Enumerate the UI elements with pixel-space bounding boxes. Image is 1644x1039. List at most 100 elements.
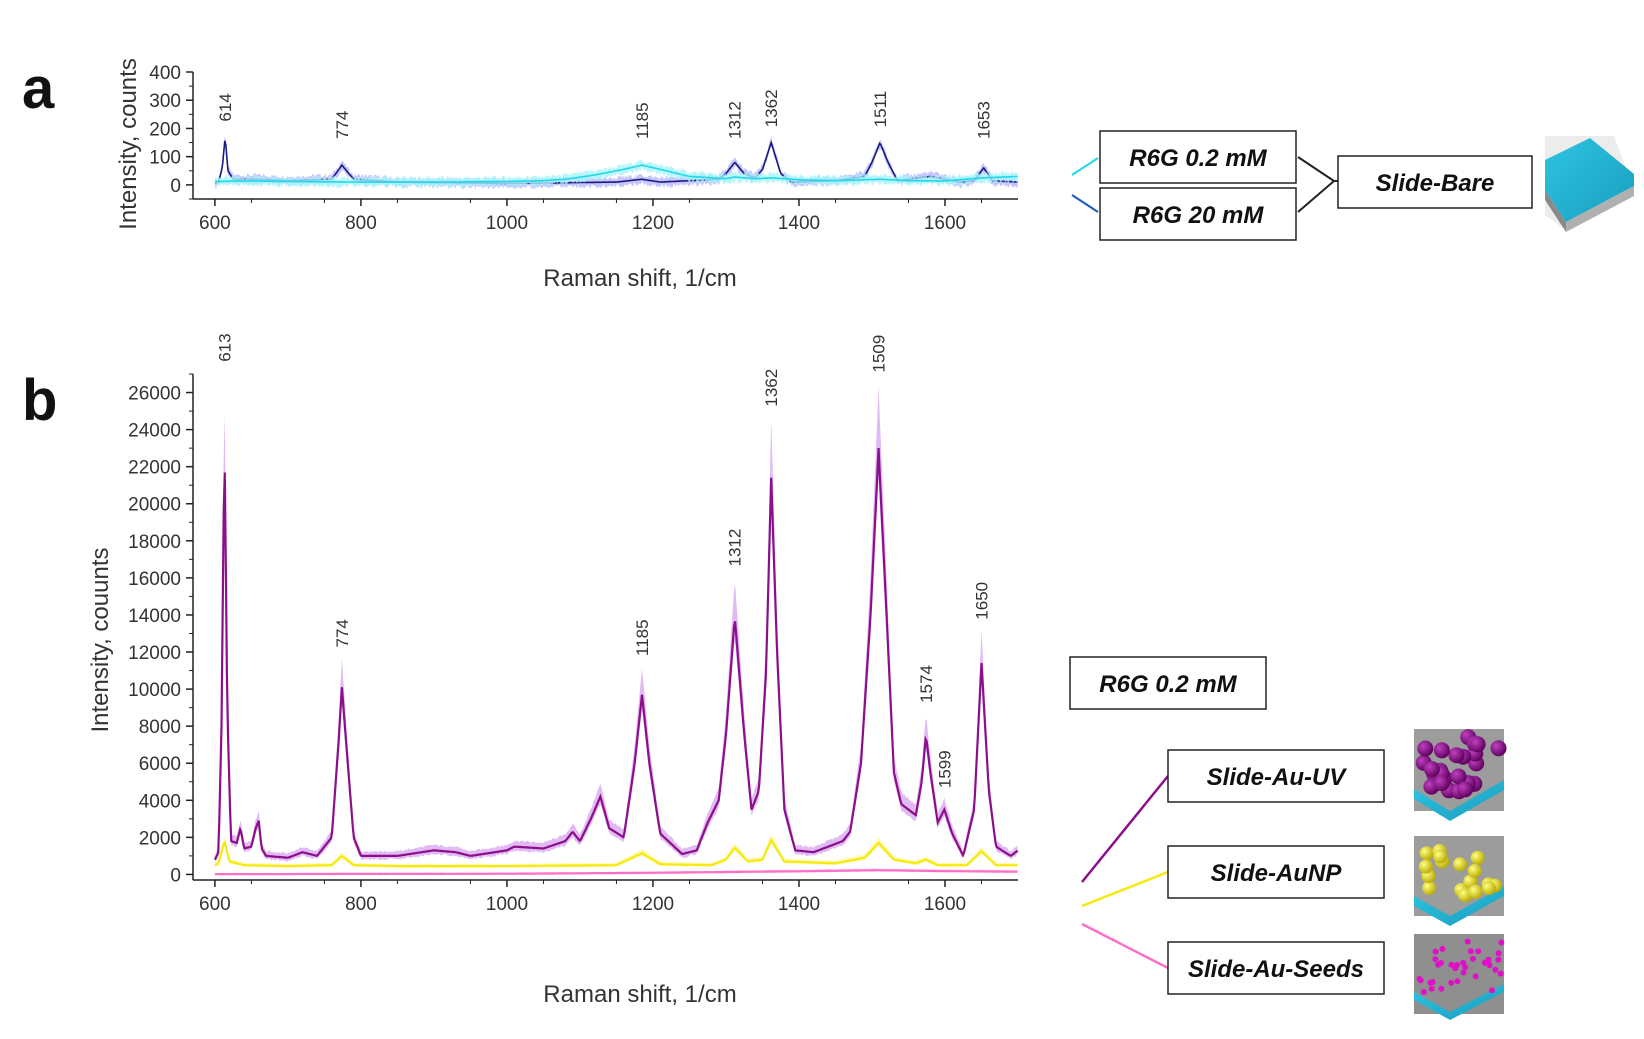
panel-b-xlabel: Raman shift, 1/cm [543, 981, 736, 1008]
legend-label-au-uv: Slide-Au-UV [1207, 764, 1348, 791]
series-line-slide-au-seeds [214, 869, 1018, 876]
legend-label-r6g-20: R6G 20 mM [1133, 202, 1265, 229]
y-tick-label: 4000 [139, 791, 181, 812]
x-tick-label: 1200 [632, 894, 674, 915]
nanoparticle [1460, 969, 1467, 976]
peak-label-1362: 1362 [762, 89, 781, 127]
nanoparticle [1467, 948, 1474, 955]
nanoparticle [1420, 989, 1427, 995]
nanoparticle [1433, 775, 1450, 792]
nanoparticle [1438, 985, 1445, 992]
peak-label-1574: 1574 [917, 665, 936, 703]
peak-label-1653: 1653 [975, 101, 994, 139]
nanoparticle [1469, 736, 1486, 753]
y-tick-label: 22000 [128, 458, 181, 479]
x-tick-label: 600 [199, 894, 231, 915]
y-tick-label: 16000 [128, 569, 181, 590]
au-uv-slide-icon [1414, 729, 1507, 821]
x-tick-label: 800 [345, 213, 377, 234]
peak-label-1185: 1185 [633, 619, 652, 656]
nanoparticle [1417, 740, 1434, 757]
legend-box-au-uv [1167, 749, 1385, 803]
y-tick-label: 18000 [128, 532, 181, 553]
y-tick-label: 0 [170, 176, 181, 197]
x-tick-label: 1000 [486, 894, 528, 915]
peak-label-613: 613 [215, 333, 234, 361]
legend-label-aunp: Slide-AuNP [1211, 860, 1343, 887]
au-seeds-slide-icon [1414, 934, 1505, 1020]
y-tick-label: 0 [170, 865, 181, 886]
nanoparticle [1472, 973, 1479, 980]
bare-slide-icon [1545, 136, 1634, 232]
panel-a-ylabel: Intensity, counts [115, 58, 142, 230]
series-line-r6g-0-2-mm [214, 164, 1018, 183]
nanoparticle [1418, 859, 1433, 874]
substrate-box-bare [1337, 155, 1533, 209]
nanoparticle [1468, 884, 1483, 899]
x-tick-label: 1200 [632, 213, 674, 234]
nanoparticle [1422, 881, 1437, 895]
peak-label-1362: 1362 [762, 369, 781, 407]
legend-box-r6g-0-2 [1099, 130, 1297, 184]
connector-pink [1081, 922, 1169, 970]
nanoparticle [1492, 966, 1499, 973]
nanoparticle [1486, 962, 1493, 969]
y-tick-label: 2000 [139, 828, 181, 849]
nanoparticle [1489, 987, 1495, 994]
nanoparticle [1448, 979, 1455, 986]
y-tick-label: 8000 [139, 717, 181, 738]
legend-box-au-seeds [1167, 941, 1385, 995]
nanoparticle [1495, 950, 1502, 957]
panel-b-legend: Slide-Au-UV Slide-AuNP Slide-Au-Seeds [1081, 729, 1507, 1020]
nanoparticle [1497, 970, 1504, 977]
nanoparticle [1467, 863, 1482, 878]
connector-cyan [1071, 157, 1099, 176]
legend-label-r6g-0-2: R6G 0.2 mM [1129, 145, 1267, 172]
x-tick-label: 1400 [778, 894, 820, 915]
panel-b-letter: b [22, 368, 57, 433]
y-tick-label: 10000 [128, 680, 181, 701]
panel-a-plot: 600 800 1000 1200 1400 1600 0 100 200 300 400 614 77… [149, 63, 1018, 234]
series-line-slide-au-uv [213, 448, 1019, 861]
y-tick-label: 200 [149, 119, 181, 140]
legend-box-r6g-20 [1099, 187, 1297, 241]
x-tick-label: 800 [345, 894, 377, 915]
nanoparticle [1457, 781, 1473, 798]
nanoparticle [1490, 740, 1507, 757]
nanoparticle [1481, 881, 1496, 895]
x-tick-label: 600 [199, 213, 231, 234]
nanoparticle [1475, 948, 1482, 955]
peak-label-1511: 1511 [871, 91, 890, 128]
connector-purple [1081, 775, 1169, 883]
nanoparticle [1460, 959, 1467, 966]
x-tick-label: 1000 [486, 213, 528, 234]
series-band-r6g-0-2-mm [214, 159, 1018, 189]
nanoparticle [1439, 945, 1446, 952]
y-tick-label: 20000 [128, 495, 181, 516]
peak-label-1599: 1599 [935, 750, 954, 788]
nanoparticle [1423, 761, 1440, 778]
y-tick-label: 100 [149, 148, 181, 169]
nanoparticle [1454, 978, 1461, 985]
peak-label-774: 774 [333, 111, 352, 139]
concentration-box [1069, 656, 1267, 710]
peak-label-1312: 1312 [726, 529, 745, 567]
connector-yellow [1081, 870, 1169, 908]
panel-a-legend: R6G 0.2 mM R6G 20 mM Slide-Bare [1071, 130, 1634, 241]
peak-label-1650: 1650 [973, 582, 992, 620]
concentration-label: R6G 0.2 mM [1099, 671, 1237, 698]
substrate-label-bare: Slide-Bare [1376, 170, 1495, 197]
peak-label-1509: 1509 [870, 335, 889, 373]
nanoparticle [1429, 979, 1436, 985]
y-tick-label: 26000 [128, 384, 181, 405]
nanoparticle [1450, 768, 1467, 785]
nanoparticle [1448, 747, 1465, 764]
nanoparticle [1438, 960, 1444, 966]
series-line-slide-aunp [214, 837, 1018, 868]
y-tick-label: 300 [149, 91, 181, 112]
y-tick-label: 24000 [128, 421, 181, 442]
nanoparticle [1433, 742, 1450, 759]
nanoparticle [1428, 985, 1435, 992]
nanoparticle [1419, 846, 1434, 861]
y-tick-label: 400 [149, 63, 181, 84]
